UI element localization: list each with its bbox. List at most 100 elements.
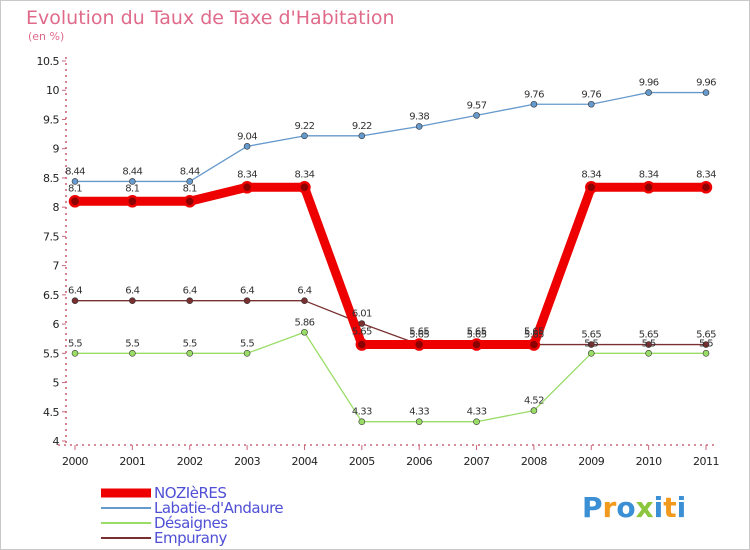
y-tick-label: 8.5 bbox=[43, 172, 59, 185]
data-point bbox=[527, 338, 541, 351]
data-label: 5.65 bbox=[409, 327, 429, 338]
data-point bbox=[587, 100, 595, 108]
data-label: 4.33 bbox=[409, 407, 429, 418]
data-point bbox=[126, 195, 139, 208]
x-tick-label: 2001 bbox=[119, 455, 145, 468]
series-line bbox=[74, 300, 707, 346]
data-point bbox=[243, 350, 251, 357]
x-tick-label: 2000 bbox=[62, 455, 88, 468]
y-tick-label: 10.5 bbox=[37, 55, 60, 68]
data-point bbox=[298, 181, 311, 194]
x-tick-label: 2009 bbox=[578, 455, 604, 468]
x-tick-label: 2005 bbox=[349, 455, 375, 468]
data-label: 5.5 bbox=[642, 338, 656, 349]
data-point bbox=[68, 195, 82, 208]
data-point bbox=[587, 341, 595, 348]
y-tick-label: 5 bbox=[53, 377, 60, 390]
data-point bbox=[415, 418, 423, 426]
legend-label: Empurany bbox=[154, 529, 227, 547]
data-label: 8.1 bbox=[68, 183, 82, 194]
data-label: 9.22 bbox=[295, 121, 315, 132]
data-label: 6.4 bbox=[125, 286, 139, 297]
data-point bbox=[129, 350, 136, 357]
data-point bbox=[301, 328, 308, 336]
data-point bbox=[473, 418, 480, 426]
svg-text:Proxiti: Proxiti bbox=[582, 491, 686, 524]
x-tick-labels: 2000 2001 2002 2003 2004 2005 2006 2007 2008 2009… bbox=[62, 445, 720, 468]
y-tick-label: 9.5 bbox=[43, 113, 59, 126]
x-tick-label: 2007 bbox=[464, 455, 490, 468]
data-label: 5.5 bbox=[584, 338, 598, 349]
data-point bbox=[530, 407, 538, 414]
y-tick-label: 4.5 bbox=[43, 406, 59, 419]
x-tick-label: 2004 bbox=[291, 455, 317, 468]
data-label: 6.4 bbox=[297, 286, 311, 297]
data-label: 9.76 bbox=[524, 89, 544, 100]
data-point bbox=[530, 100, 538, 108]
data-point bbox=[470, 338, 483, 351]
data-point bbox=[301, 297, 308, 304]
data-point bbox=[358, 320, 366, 327]
data-label: 9.57 bbox=[467, 100, 487, 111]
data-point bbox=[186, 297, 194, 304]
data-label: 6.01 bbox=[352, 308, 372, 319]
data-point bbox=[71, 297, 79, 304]
data-label: 5.65 bbox=[467, 327, 487, 338]
data-label: 8.34 bbox=[581, 169, 601, 180]
data-point bbox=[645, 350, 652, 357]
data-point bbox=[702, 89, 710, 96]
data-point bbox=[645, 89, 652, 96]
series-lines bbox=[70, 91, 711, 423]
chart-title: Evolution du Taux de Taxe d'Habitation bbox=[26, 7, 395, 29]
data-point bbox=[587, 350, 595, 357]
data-label: 8.34 bbox=[237, 169, 257, 180]
data-point bbox=[358, 132, 366, 140]
y-tick-label: 10 bbox=[46, 84, 59, 97]
legend: NOZIèRESLabatie-d'AndaureDésaignesEmpura… bbox=[101, 484, 284, 547]
data-label: 9.38 bbox=[409, 111, 429, 122]
data-point bbox=[243, 297, 251, 304]
data-point bbox=[645, 341, 652, 348]
data-point bbox=[699, 181, 713, 194]
data-label: 9.76 bbox=[581, 89, 601, 100]
data-label: 9.96 bbox=[639, 78, 659, 89]
data-label: 6.4 bbox=[183, 286, 197, 297]
legend-label: NOZIèRES bbox=[154, 484, 226, 502]
chart-subtitle: (en %) bbox=[28, 30, 64, 43]
y-tick-label: 9 bbox=[53, 143, 60, 156]
data-point bbox=[358, 418, 366, 426]
proxiti-logo: Proxiti bbox=[582, 491, 686, 524]
data-label: 4.52 bbox=[524, 396, 544, 407]
y-tick-label: 4 bbox=[53, 435, 60, 448]
data-label: 8.44 bbox=[180, 166, 200, 177]
data-point bbox=[243, 143, 251, 150]
data-label: 5.5 bbox=[68, 338, 82, 349]
data-labels: 8.44 8.44 8.44 9.04 9.22 9.22 9.38 9.57 9.76 9.76… bbox=[65, 78, 717, 418]
data-point bbox=[129, 178, 136, 185]
y-tick-label: 5.5 bbox=[43, 347, 59, 360]
data-label: 5.65 bbox=[409, 330, 429, 341]
data-point bbox=[240, 181, 254, 194]
data-point bbox=[71, 178, 79, 185]
data-point bbox=[702, 341, 710, 348]
series-line bbox=[74, 331, 707, 423]
data-label: 9.04 bbox=[237, 131, 257, 142]
data-point bbox=[585, 181, 598, 194]
data-label: 8.44 bbox=[65, 166, 85, 177]
data-point bbox=[129, 297, 136, 304]
y-tick-label: 6 bbox=[53, 318, 60, 331]
series-line bbox=[74, 91, 707, 183]
y-tick-label: 8 bbox=[53, 201, 60, 214]
data-label: 5.5 bbox=[699, 338, 713, 349]
x-tick-label: 2003 bbox=[234, 455, 260, 468]
data-label: 6.4 bbox=[68, 286, 82, 297]
y-tick-label: 7.5 bbox=[43, 230, 59, 243]
data-point bbox=[186, 350, 194, 357]
x-tick-label: 2010 bbox=[636, 455, 662, 468]
x-tick-label: 2006 bbox=[406, 455, 432, 468]
legend-label: Désaignes bbox=[154, 514, 228, 532]
x-tick-label: 2002 bbox=[177, 455, 203, 468]
data-label: 5.65 bbox=[467, 330, 487, 341]
y-tick-label: 7 bbox=[53, 260, 60, 273]
